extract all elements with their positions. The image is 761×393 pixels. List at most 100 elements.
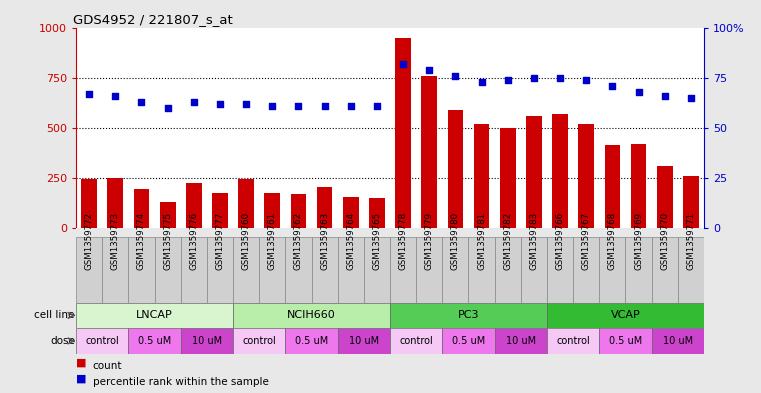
Text: ■: ■ bbox=[76, 358, 87, 368]
Bar bbox=[521, 237, 547, 303]
Text: GSM1359774: GSM1359774 bbox=[137, 211, 146, 270]
Text: GSM1359766: GSM1359766 bbox=[556, 211, 565, 270]
Text: 10 uM: 10 uM bbox=[192, 336, 222, 346]
Text: ■: ■ bbox=[76, 374, 87, 384]
Text: GSM1359777: GSM1359777 bbox=[215, 211, 224, 270]
Bar bbox=[547, 237, 573, 303]
Bar bbox=[651, 328, 704, 354]
Point bbox=[554, 74, 566, 81]
Bar bbox=[291, 194, 306, 228]
Text: GSM1359761: GSM1359761 bbox=[268, 211, 277, 270]
Text: GSM1359778: GSM1359778 bbox=[399, 211, 408, 270]
Bar bbox=[343, 197, 358, 228]
Bar bbox=[311, 237, 338, 303]
Bar bbox=[207, 237, 233, 303]
Point bbox=[476, 79, 488, 85]
Bar bbox=[500, 128, 516, 228]
Bar bbox=[338, 328, 390, 354]
Bar bbox=[233, 328, 285, 354]
Text: control: control bbox=[400, 336, 433, 346]
Bar bbox=[604, 145, 620, 228]
Text: 0.5 uM: 0.5 uM bbox=[138, 336, 171, 346]
Point bbox=[214, 101, 226, 107]
Point bbox=[371, 103, 383, 109]
Bar bbox=[317, 187, 333, 228]
Point bbox=[449, 72, 461, 79]
Point bbox=[110, 92, 122, 99]
Bar bbox=[552, 114, 568, 228]
Text: 0.5 uM: 0.5 uM bbox=[609, 336, 642, 346]
Text: cell line: cell line bbox=[34, 310, 75, 320]
Text: GSM1359773: GSM1359773 bbox=[111, 211, 119, 270]
Bar bbox=[338, 237, 364, 303]
Text: control: control bbox=[85, 336, 119, 346]
Point bbox=[528, 74, 540, 81]
Text: GSM1359764: GSM1359764 bbox=[346, 211, 355, 270]
Bar bbox=[526, 116, 542, 228]
Text: GSM1359762: GSM1359762 bbox=[294, 211, 303, 270]
Text: GSM1359769: GSM1359769 bbox=[634, 212, 643, 270]
Bar bbox=[678, 237, 704, 303]
Point bbox=[607, 83, 619, 89]
Text: GSM1359772: GSM1359772 bbox=[84, 211, 94, 270]
Bar bbox=[495, 328, 547, 354]
Point bbox=[319, 103, 331, 109]
Point bbox=[658, 92, 670, 99]
Bar bbox=[107, 178, 123, 228]
Bar bbox=[416, 237, 442, 303]
Bar bbox=[547, 303, 704, 328]
Bar bbox=[631, 144, 646, 228]
Point bbox=[345, 103, 357, 109]
Bar bbox=[390, 303, 547, 328]
Bar bbox=[447, 110, 463, 228]
Point bbox=[188, 99, 200, 105]
Point bbox=[501, 77, 514, 83]
Bar bbox=[578, 124, 594, 228]
Bar bbox=[651, 237, 678, 303]
Text: GSM1359760: GSM1359760 bbox=[242, 211, 250, 270]
Text: GSM1359780: GSM1359780 bbox=[451, 211, 460, 270]
Point bbox=[83, 90, 95, 97]
Bar bbox=[473, 124, 489, 228]
Point bbox=[397, 61, 409, 67]
Point bbox=[266, 103, 279, 109]
Text: LNCAP: LNCAP bbox=[136, 310, 173, 320]
Bar bbox=[547, 328, 600, 354]
Bar bbox=[626, 237, 651, 303]
Bar bbox=[600, 237, 626, 303]
Bar bbox=[285, 237, 311, 303]
Text: NCIH660: NCIH660 bbox=[287, 310, 336, 320]
Point bbox=[292, 103, 304, 109]
Bar bbox=[573, 237, 600, 303]
Bar bbox=[76, 303, 233, 328]
Point bbox=[135, 99, 148, 105]
Text: GSM1359776: GSM1359776 bbox=[189, 211, 199, 270]
Bar bbox=[657, 166, 673, 228]
Text: GSM1359782: GSM1359782 bbox=[503, 211, 512, 270]
Text: dose: dose bbox=[50, 336, 75, 346]
Text: GSM1359781: GSM1359781 bbox=[477, 211, 486, 270]
Bar bbox=[390, 237, 416, 303]
Bar bbox=[265, 193, 280, 228]
Bar bbox=[129, 328, 181, 354]
Bar bbox=[442, 328, 495, 354]
Bar bbox=[285, 328, 338, 354]
Bar bbox=[442, 237, 469, 303]
Point bbox=[632, 88, 645, 95]
Bar bbox=[238, 179, 254, 228]
Bar bbox=[390, 328, 442, 354]
Text: 10 uM: 10 uM bbox=[506, 336, 536, 346]
Bar bbox=[233, 237, 260, 303]
Text: count: count bbox=[93, 361, 123, 371]
Bar bbox=[364, 237, 390, 303]
Text: GSM1359768: GSM1359768 bbox=[608, 211, 617, 270]
Text: control: control bbox=[242, 336, 276, 346]
Bar bbox=[600, 328, 651, 354]
Text: GSM1359771: GSM1359771 bbox=[686, 211, 696, 270]
Point bbox=[161, 105, 174, 111]
Bar bbox=[160, 202, 176, 228]
Text: VCAP: VCAP bbox=[610, 310, 640, 320]
Point bbox=[685, 94, 697, 101]
Text: GSM1359767: GSM1359767 bbox=[581, 211, 591, 270]
Bar bbox=[154, 237, 181, 303]
